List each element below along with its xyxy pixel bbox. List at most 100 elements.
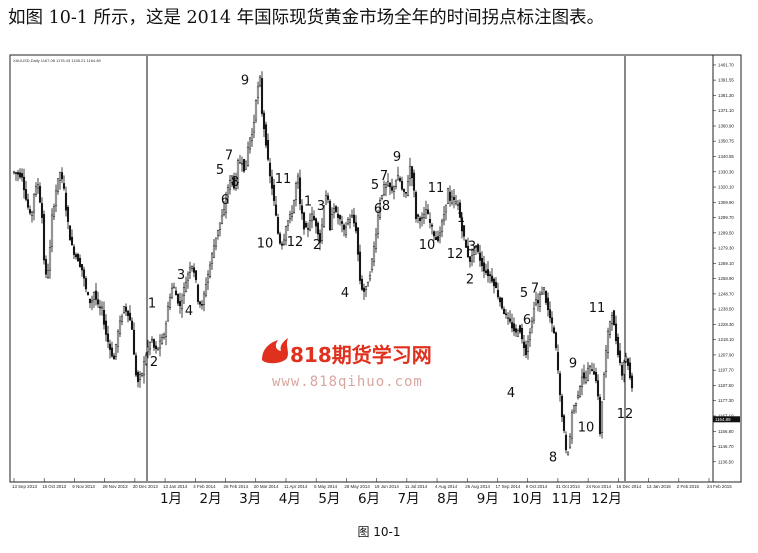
turning-point-label: 10 — [419, 238, 436, 253]
candle-body — [184, 281, 188, 293]
turning-point-label: 2 — [313, 238, 321, 253]
month-label: 8月 — [437, 491, 459, 507]
candle-body — [546, 297, 550, 310]
watermark-url: www.818qihuo.com — [272, 374, 423, 390]
candle-body — [310, 213, 314, 222]
candle-body — [188, 267, 192, 273]
candle-body — [606, 330, 610, 353]
candle-body — [22, 176, 26, 191]
candle-body — [432, 231, 436, 237]
candle-body — [396, 175, 400, 181]
candle-body — [414, 192, 418, 219]
candle-body — [264, 124, 268, 146]
candle-body — [58, 172, 62, 181]
candle-body — [620, 365, 624, 376]
candle-body — [554, 332, 558, 349]
y-tick-label: 1289.50 — [718, 230, 734, 235]
turning-point-label: 8 — [231, 175, 239, 190]
candle-body — [166, 306, 170, 322]
x-tick-label: 24 Nov 2014 — [586, 484, 611, 489]
candle-body — [472, 250, 476, 256]
y-tick-label: 1401.70 — [718, 62, 734, 67]
candle-body — [614, 323, 618, 342]
candle-body — [120, 316, 124, 322]
y-tick-label: 1167.10 — [718, 413, 734, 418]
candle-body — [112, 355, 116, 360]
candle-body — [216, 229, 220, 236]
candle-body — [194, 270, 198, 281]
candle-body — [580, 376, 584, 387]
candle-body — [386, 181, 390, 187]
candle-body — [628, 362, 632, 378]
candle-body — [530, 320, 534, 328]
candle-body — [536, 299, 540, 304]
x-tick-label: 13 Sep 2013 — [12, 484, 37, 489]
candle-body — [32, 193, 36, 213]
candle-body — [152, 339, 156, 348]
candle-body — [514, 328, 518, 333]
candle-body — [402, 189, 406, 192]
y-tick-label: 1197.70 — [718, 368, 734, 373]
turning-point-label: 11 — [275, 172, 292, 187]
turning-point-label: 11 — [428, 181, 445, 196]
candle-body — [458, 202, 462, 218]
x-tick-label: 28 May 2014 — [344, 484, 370, 489]
candle-body — [542, 287, 546, 290]
y-tick-label: 1258.90 — [718, 276, 734, 281]
candle-body — [394, 180, 398, 187]
turning-point-label: 4 — [507, 386, 515, 401]
y-tick-label: 1228.30 — [718, 322, 734, 327]
candle-body — [608, 321, 612, 335]
candle-body — [136, 372, 140, 383]
watermark: 818期货学习网 www.818qihuo.com — [262, 338, 432, 390]
current-price-label: 1164.89 — [715, 417, 731, 422]
candle-body — [182, 287, 186, 297]
candle-body — [98, 306, 102, 309]
candle-body — [202, 293, 206, 305]
candle-body — [312, 216, 316, 221]
candle-body — [622, 361, 626, 375]
candle-body — [384, 184, 388, 188]
candle-body — [252, 122, 256, 133]
turning-point-label: 4 — [341, 286, 349, 301]
candle-body — [364, 286, 368, 290]
candle-body — [148, 342, 152, 350]
candle-body — [520, 327, 524, 340]
candle-body — [168, 297, 172, 308]
y-tick-label: 1136.50 — [718, 459, 734, 464]
candle-body — [174, 290, 178, 296]
candle-body — [16, 172, 20, 175]
candle-body — [234, 178, 238, 189]
candle-body — [344, 226, 348, 236]
candle-body — [250, 134, 254, 141]
candle-body — [326, 195, 330, 200]
candle-body — [162, 334, 166, 338]
x-tick-label: 26 Aug 2014 — [465, 484, 490, 489]
candle-body — [584, 377, 588, 383]
candle-body — [616, 336, 620, 356]
candle-body — [246, 146, 250, 166]
candle-body — [192, 267, 196, 273]
candle-body — [488, 274, 492, 276]
candle-body — [12, 171, 16, 174]
candle-body — [302, 212, 306, 230]
candle-body — [574, 402, 578, 406]
candle-body — [314, 218, 318, 227]
month-label: 6月 — [358, 491, 380, 507]
candle-body — [74, 254, 78, 258]
candle-body — [420, 217, 424, 219]
candle-body — [412, 172, 416, 191]
month-label: 11月 — [552, 491, 583, 507]
candle-body — [212, 245, 216, 258]
candle-body — [570, 411, 574, 439]
price-axis-area — [712, 54, 742, 483]
candle-body — [550, 317, 554, 324]
turning-point-label: 5 — [371, 178, 379, 193]
y-tick-label: 1381.30 — [718, 93, 734, 98]
candle-body — [42, 214, 46, 261]
candle-body — [496, 290, 500, 298]
candle-body — [158, 340, 162, 349]
candle-body — [504, 313, 508, 316]
candle-body — [292, 200, 296, 213]
candle-body — [52, 206, 56, 218]
